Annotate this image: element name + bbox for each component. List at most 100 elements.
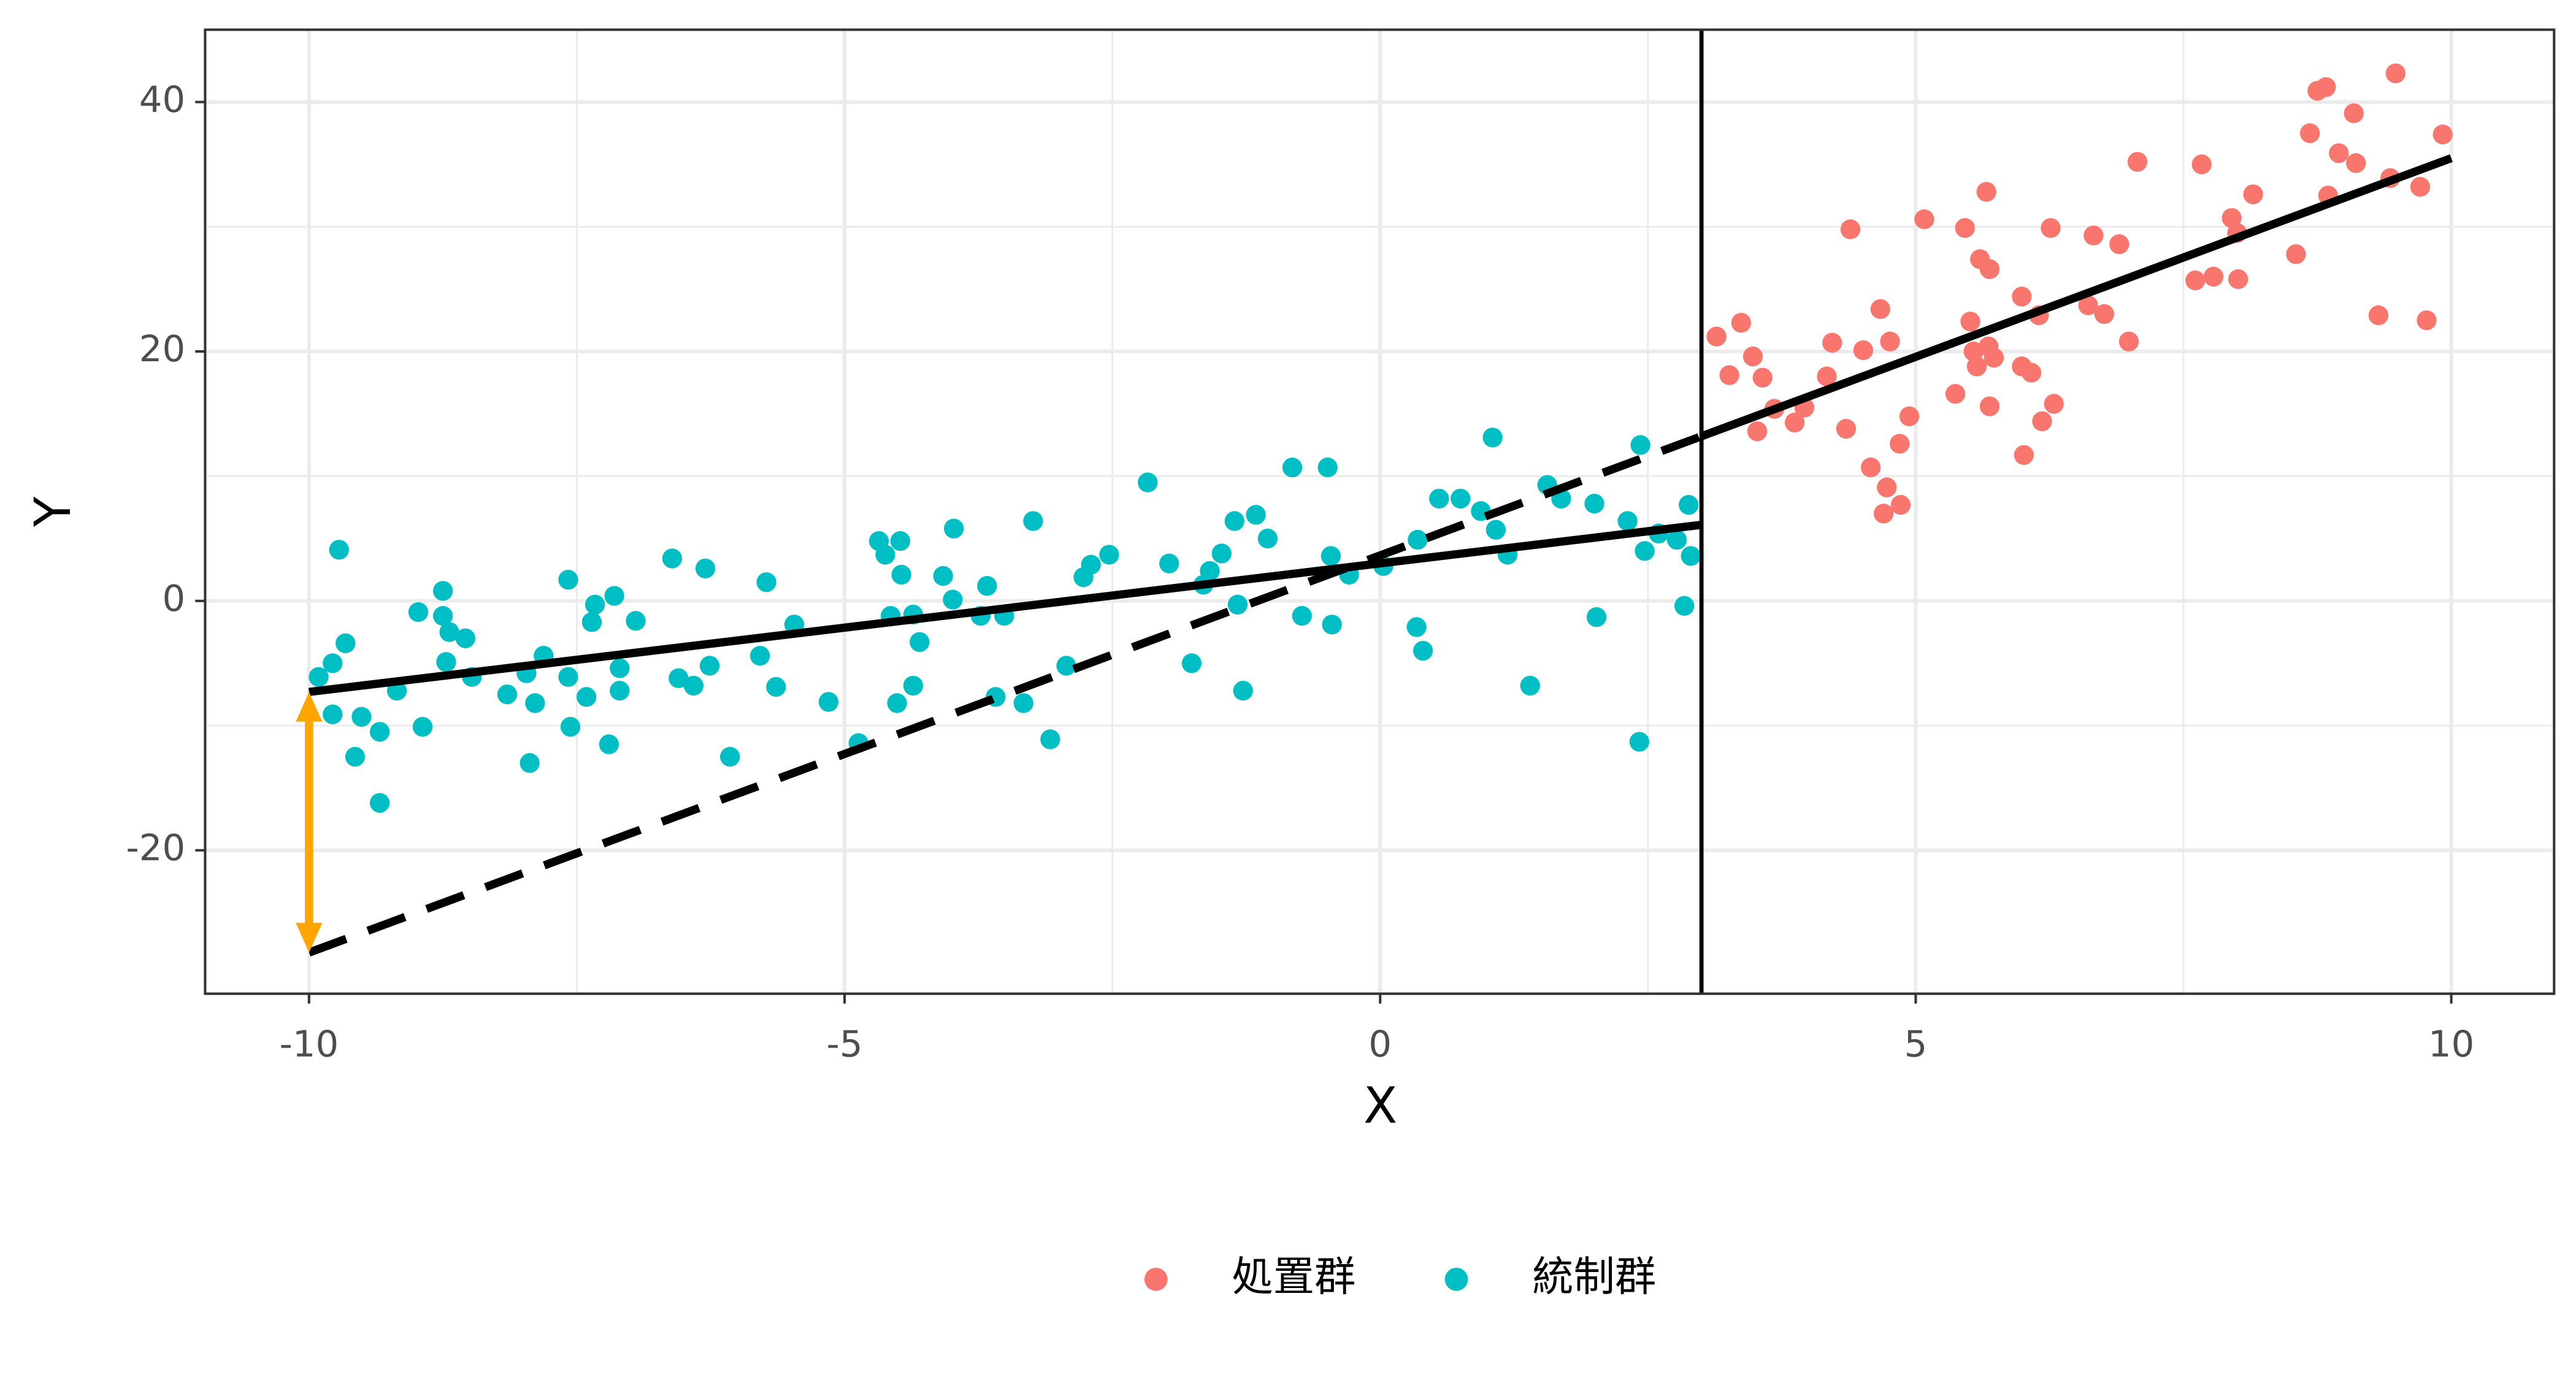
point <box>662 548 683 569</box>
point <box>1719 365 1739 385</box>
point <box>599 734 619 754</box>
point <box>581 612 602 632</box>
point <box>890 531 911 551</box>
point <box>1853 340 1874 361</box>
point <box>369 792 390 813</box>
point <box>2299 123 2320 144</box>
point <box>351 707 372 727</box>
point <box>1482 427 1503 448</box>
point <box>933 565 953 586</box>
point <box>2346 153 2366 174</box>
point <box>910 632 930 652</box>
point <box>2083 225 2104 246</box>
point <box>1960 312 1980 332</box>
point <box>669 668 689 688</box>
point <box>1227 594 1248 615</box>
point <box>1224 511 1244 531</box>
point <box>944 518 964 539</box>
point <box>323 704 343 724</box>
point <box>1914 209 1934 229</box>
point <box>335 633 356 653</box>
point <box>2329 143 2349 163</box>
point <box>610 658 630 678</box>
point <box>2109 234 2129 255</box>
point <box>1584 493 1604 514</box>
point <box>1955 218 1975 238</box>
point <box>1211 543 1232 564</box>
point <box>1485 519 1506 540</box>
point <box>626 611 646 631</box>
point <box>875 545 895 565</box>
point <box>2385 63 2405 83</box>
y-axis-title: Y <box>25 496 82 527</box>
point <box>891 564 911 585</box>
point <box>1984 348 2004 368</box>
point <box>1040 729 1060 749</box>
x-tick-label: 5 <box>1904 1022 1928 1065</box>
arrow-head <box>296 692 323 722</box>
point <box>1963 341 1984 362</box>
point <box>1836 418 1857 439</box>
point <box>1817 366 1837 386</box>
point <box>2127 151 2148 172</box>
point <box>1023 511 1043 531</box>
point <box>2041 218 2061 238</box>
point <box>1747 421 1768 442</box>
point <box>2012 286 2032 307</box>
point <box>436 652 456 672</box>
point <box>1233 680 1253 701</box>
point <box>2368 305 2389 326</box>
point <box>1706 326 1727 347</box>
point <box>412 716 433 737</box>
point <box>1322 615 1342 635</box>
point <box>1840 219 1861 239</box>
point <box>2344 103 2364 123</box>
point <box>1873 504 1894 524</box>
point <box>1976 182 1996 202</box>
point <box>1321 546 1341 566</box>
point <box>1099 545 1119 565</box>
point <box>1979 396 2000 416</box>
point <box>1629 732 1650 752</box>
point <box>433 605 453 626</box>
point <box>943 589 963 610</box>
point <box>1681 546 1701 566</box>
point <box>766 677 786 697</box>
point <box>2191 154 2212 175</box>
point <box>1666 529 1687 550</box>
point <box>1752 367 1773 388</box>
fit-line <box>309 520 1702 696</box>
point <box>2032 411 2052 432</box>
point <box>585 594 605 615</box>
point <box>2410 177 2431 197</box>
x-tick-label: -5 <box>827 1022 863 1065</box>
y-tick-label: 40 <box>139 78 185 120</box>
point <box>749 646 770 666</box>
point <box>604 586 624 606</box>
point <box>577 687 597 707</box>
point <box>699 656 720 676</box>
point <box>1200 561 1220 581</box>
point <box>2228 269 2248 289</box>
point <box>1257 528 1278 549</box>
point <box>560 716 581 737</box>
legend-marker <box>1144 1267 1168 1291</box>
point <box>1731 313 1751 333</box>
point <box>558 667 578 687</box>
point <box>1282 457 1303 478</box>
point <box>1413 640 1433 661</box>
x-axis-title: X <box>1363 1078 1397 1135</box>
point <box>1899 406 1920 426</box>
point <box>1617 511 1638 531</box>
point <box>1246 505 1266 525</box>
point <box>2432 125 2453 145</box>
point <box>1013 693 1033 713</box>
point <box>1890 494 1911 515</box>
point <box>2118 331 2139 351</box>
point <box>1429 488 1449 509</box>
point <box>1081 554 1101 575</box>
point <box>519 753 540 773</box>
point <box>558 569 578 590</box>
point <box>1406 617 1427 637</box>
